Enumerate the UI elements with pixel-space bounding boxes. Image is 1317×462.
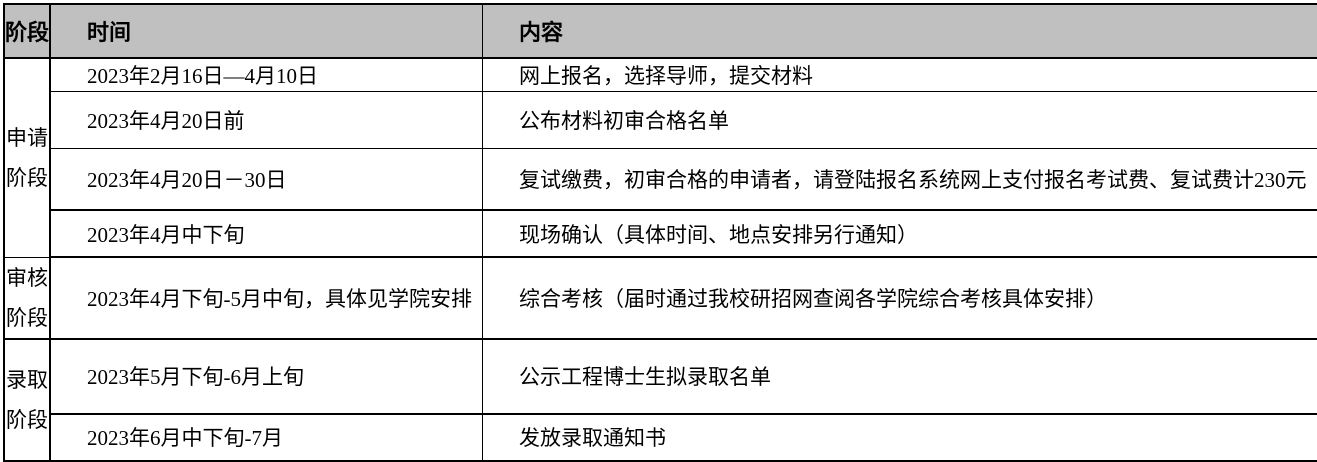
- content-cell: 发放录取通知书: [482, 413, 1317, 461]
- table-row: 申请 阶段 2023年2月16日—4月10日 网上报名，选择导师，提交材料: [3, 57, 1317, 258]
- table-row: 2023年6月中下旬-7月 发放录取通知书: [4, 413, 1317, 461]
- table-row: 2023年4月中下旬 现场确认（具体时间、地点安排另行通知）: [4, 209, 1317, 258]
- stage-label-line: 阶段: [6, 165, 48, 190]
- column-header-stage: 阶段: [3, 3, 52, 59]
- stage-cell-admission: 录取 阶段: [3, 338, 52, 462]
- content-cell: 网上报名，选择导师，提交材料: [482, 57, 1317, 92]
- stage-cell-review: 审核 阶段: [3, 256, 52, 340]
- table-row: 录取 阶段 2023年5月下旬-6月上旬 公示工程博士生拟录取名单: [3, 338, 1317, 462]
- time-cell: 2023年4月20日－30日: [49, 147, 484, 211]
- column-header-content: 内容: [482, 3, 1317, 59]
- time-cell: 2023年4月20日前: [49, 90, 484, 149]
- table-row: 2023年4月20日－30日 复试缴费，初审合格的申请者，请登陆报名系统网上支付…: [4, 147, 1317, 211]
- table-row: 审核 阶段 2023年4月下旬-5月中旬，具体见学院安排 综合考核（届时通过我校…: [3, 256, 1317, 340]
- time-cell: 2023年6月中下旬-7月: [49, 413, 484, 461]
- content-cell: 综合考核（届时通过我校研招网查阅各学院综合考核具体安排）: [482, 256, 1317, 340]
- stage-cell-application: 申请 阶段: [3, 57, 52, 258]
- column-header-time: 时间: [49, 3, 484, 59]
- content-cell: 公示工程博士生拟录取名单: [482, 338, 1317, 415]
- stage-label-line: 阶段: [6, 407, 48, 432]
- table-row: 2023年4月20日前 公布材料初审合格名单: [4, 90, 1317, 149]
- admission-schedule-table: 阶段 时间 内容 申请 阶段 2023年2月16日—4月10日 网上报名，选择导…: [3, 3, 1317, 462]
- time-cell: 2023年5月下旬-6月上旬: [49, 338, 484, 415]
- time-cell: 2023年2月16日—4月10日: [49, 57, 484, 92]
- content-cell: 复试缴费，初审合格的申请者，请登陆报名系统网上支付报名考试费、复试费计230元: [482, 147, 1317, 211]
- stage-label-line: 申请: [6, 125, 48, 150]
- stage-label-line: 录取: [6, 367, 48, 392]
- header-row: 阶段 时间 内容: [3, 3, 1317, 59]
- time-cell: 2023年4月中下旬: [49, 209, 484, 258]
- stage-label-line: 审核: [6, 265, 48, 290]
- time-cell: 2023年4月下旬-5月中旬，具体见学院安排: [49, 256, 484, 340]
- content-cell: 现场确认（具体时间、地点安排另行通知）: [482, 209, 1317, 258]
- content-cell: 公布材料初审合格名单: [482, 90, 1317, 149]
- stage-label-line: 阶段: [6, 305, 48, 330]
